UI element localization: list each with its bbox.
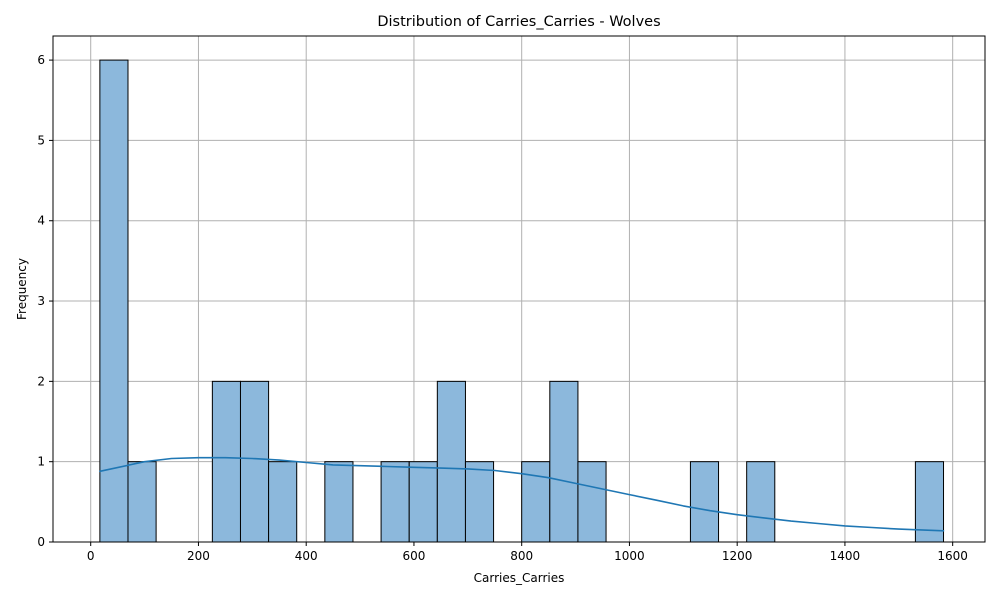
y-tick-label: 0 [37,535,45,549]
y-tick-label: 6 [37,53,45,67]
histogram-bar [549,380,579,543]
x-tick-label: 600 [402,549,425,563]
y-tick-label: 4 [37,214,45,228]
y-tick-label: 3 [37,294,45,308]
histogram-bar [239,380,270,543]
x-tick-label: 1200 [722,549,753,563]
x-tick-label: 800 [510,549,533,563]
y-axis-ticks: 0 1 2 3 4 5 6 [37,53,53,549]
histogram-bar [127,461,157,543]
plot-frame [52,35,986,543]
histogram-bar [689,461,720,543]
histogram-bar [324,461,354,543]
histogram-bar [408,461,438,543]
grid-layer [53,36,985,543]
histogram-bar [464,461,495,543]
x-tick-label: 1600 [937,549,968,563]
y-tick-label: 5 [37,133,45,147]
y-tick-label: 2 [37,374,45,388]
x-tick-label: 0 [87,549,95,563]
x-tick-label: 400 [295,549,318,563]
chart-title: Distribution of Carries_Carries - Wolves [377,14,660,30]
kde-line [99,456,945,532]
x-tick-label: 200 [187,549,210,563]
x-tick-label: 1000 [614,549,645,563]
y-tick-label: 1 [37,455,45,469]
x-tick-label: 1400 [830,549,861,563]
kde-layer [99,456,945,532]
histogram-bar [268,461,298,543]
histogram-bar [380,461,410,543]
y-axis-label: Frequency [15,258,29,320]
histogram-bar [436,380,466,543]
histogram-bar [211,380,241,543]
histogram-bar [914,461,945,543]
x-axis-label: Carries_Carries [474,571,565,585]
bar-layer [99,59,945,543]
histogram-bar [577,461,607,543]
histogram-bar [746,461,776,543]
x-axis-ticks: 0 200 400 600 800 1000 1200 1400 1600 [87,542,968,563]
